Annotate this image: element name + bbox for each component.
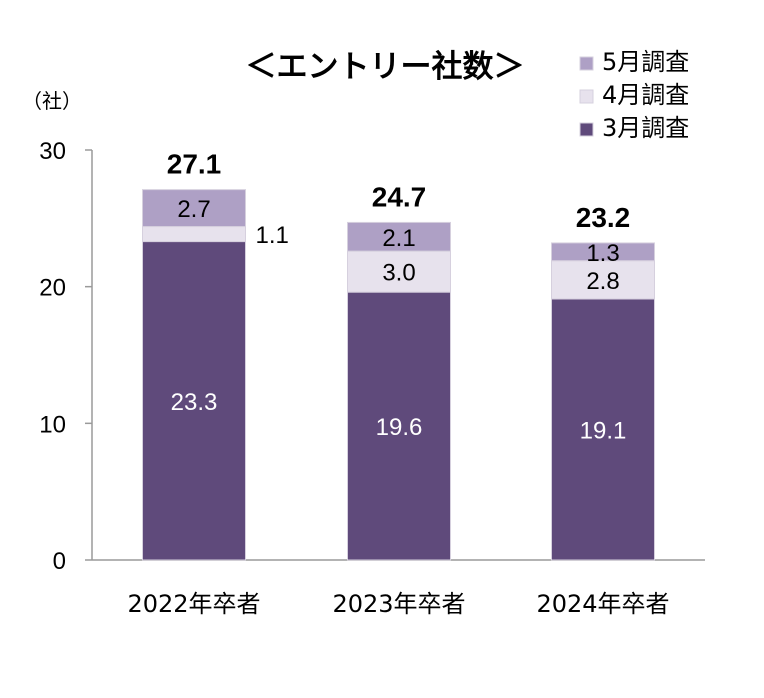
y-axis-unit-label: （社） — [22, 89, 82, 113]
bar-segment — [347, 221, 451, 252]
bar-segment — [142, 241, 246, 561]
data-label: 23.3 — [171, 389, 218, 416]
legend-swatch — [579, 122, 594, 137]
legend-label: 3月調査 — [602, 114, 689, 142]
plot-area: 0 10 20 30 23.3 1.1 2.7 27.1 2022年卒者 19.6 3.0 2.1 24… — [39, 138, 705, 618]
x-tick-label: 2022年卒者 — [127, 590, 260, 618]
legend-swatch — [579, 56, 594, 71]
bar-segment — [347, 291, 451, 561]
total-label: 23.2 — [576, 202, 631, 233]
data-label: 3.0 — [382, 260, 415, 287]
y-tick-label: 20 — [39, 275, 66, 302]
y-tick-label: 0 — [53, 548, 66, 575]
data-label: 19.6 — [376, 414, 423, 441]
legend: 5月調査 4月調査 3月調査 — [579, 48, 689, 142]
bar-segment — [142, 189, 246, 228]
legend-swatch — [579, 89, 594, 104]
bar-segment — [142, 226, 246, 243]
total-label: 27.1 — [167, 149, 222, 180]
legend-label: 5月調査 — [602, 48, 689, 76]
data-label: 2.1 — [382, 225, 415, 252]
data-label: 1.1 — [256, 222, 289, 249]
bar-segment — [551, 298, 655, 561]
legend-label: 4月調査 — [602, 81, 689, 109]
chart-title: ＜エントリー社数＞ — [246, 49, 525, 85]
x-tick-label: 2023年卒者 — [332, 590, 465, 618]
data-label: 2.8 — [586, 268, 619, 295]
y-tick-label: 10 — [39, 411, 66, 438]
bar-segment — [551, 260, 655, 300]
y-tick-label: 30 — [39, 138, 66, 165]
data-label: 1.3 — [586, 240, 619, 267]
total-label: 24.7 — [372, 181, 427, 212]
data-label: 19.1 — [580, 417, 627, 444]
x-tick-label: 2024年卒者 — [536, 590, 669, 618]
data-label: 2.7 — [177, 196, 210, 223]
bar-segment — [551, 242, 655, 262]
